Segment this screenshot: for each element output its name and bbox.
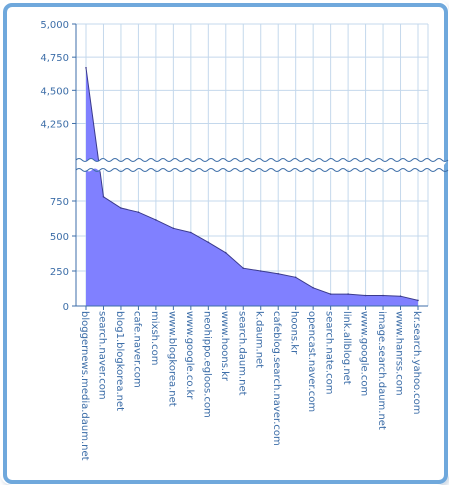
y-tick-label: 4,500	[40, 86, 69, 97]
y-tick-label: 0	[63, 302, 69, 313]
axis-break-line-bottom	[75, 168, 449, 172]
area-fill	[86, 67, 418, 306]
x-tick-label: search.naver.com	[96, 311, 107, 400]
x-tick-label: www.google.co.kr	[184, 311, 195, 400]
x-tick-label: mixsh.com	[149, 311, 160, 366]
x-tick-label: search.daum.net	[236, 311, 247, 396]
data-point	[190, 231, 192, 234]
y-tick-label: 5,000	[40, 20, 69, 31]
x-tick-label: image.search.daum.net	[376, 311, 387, 430]
x-tick-label: www.google.com	[359, 311, 370, 396]
x-tick-label: cafe.naver.com	[131, 311, 142, 388]
x-tick-label: search.nate.com	[324, 311, 335, 394]
data-point	[312, 287, 314, 289]
y-tick-label: 4,750	[40, 53, 69, 64]
data-point	[224, 252, 227, 254]
data-point	[364, 294, 367, 297]
x-tick-label: kr.search.yahoo.com	[411, 311, 422, 415]
data-point	[120, 207, 122, 209]
y-tick-label: 250	[50, 267, 69, 278]
data-point	[102, 196, 105, 198]
x-tick-label: k.daum.net	[254, 311, 265, 368]
x-tick-label: bloggernews.media.daum.net	[79, 311, 90, 461]
data-point	[172, 227, 175, 230]
x-tick-label: neohippo.egloos.com	[201, 311, 212, 418]
data-point	[329, 293, 332, 295]
data-point	[382, 294, 384, 297]
y-tick-label: 4,250	[40, 119, 69, 130]
data-point	[85, 67, 87, 69]
data-point	[207, 241, 210, 244]
x-tick-label: www.hoons.kr	[219, 311, 230, 382]
y-tick-label: 500	[50, 232, 69, 243]
data-point	[277, 273, 280, 275]
data-point	[347, 293, 349, 295]
data-point	[259, 270, 262, 272]
data-point	[294, 276, 297, 279]
axis-break-line-top	[75, 158, 449, 162]
data-point	[137, 211, 140, 213]
area-line	[85, 67, 419, 301]
data-point	[242, 267, 245, 270]
x-tick-label: www.hanrss.com	[394, 311, 405, 396]
x-tick-label: hoons.kr	[289, 311, 300, 355]
data-point	[155, 219, 157, 221]
y-tick-label: 750	[50, 197, 69, 208]
data-point	[399, 295, 402, 298]
x-tick-label: link.allblog.net	[341, 311, 352, 385]
x-tick-label: cafeblog.search.naver.com	[271, 311, 282, 446]
x-tick-label: www.blogkorea.net	[166, 311, 177, 407]
data-point	[417, 299, 419, 302]
x-tick-label: opencast.naver.com	[306, 311, 317, 412]
x-tick-label: blog1.blogkorea.net	[114, 311, 125, 411]
